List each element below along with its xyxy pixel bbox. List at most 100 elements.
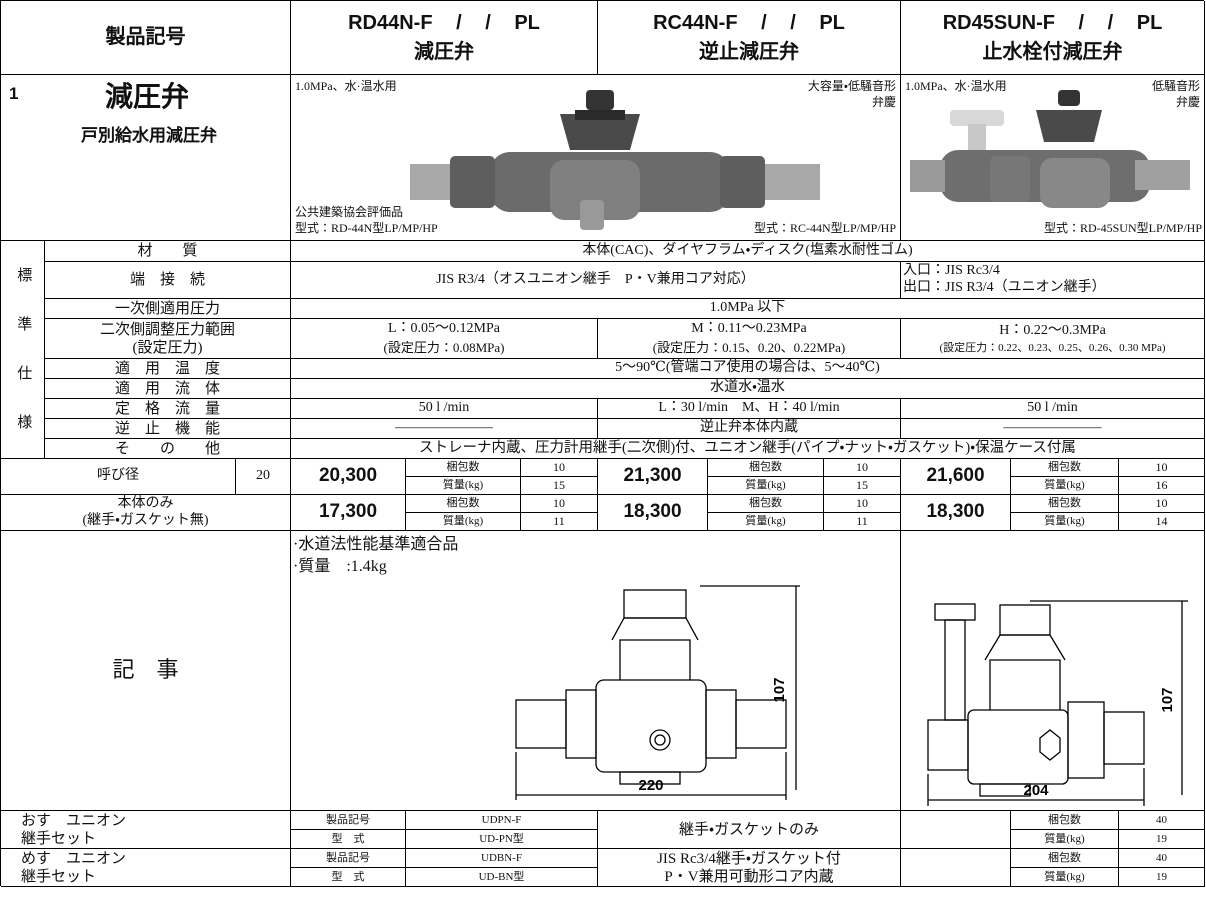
header-product: RC44N-F / / PL 逆止減圧弁 — [598, 1, 901, 75]
image-text: 1.0MPa、水·温水用 — [295, 79, 397, 93]
spec-value-text: H：0.22〜0.3MPa — [999, 322, 1106, 338]
notes-cell: ·水道法性能基準適合品 ·質量 :1.4kg — [291, 531, 901, 811]
header-product-text: 止水栓付減圧弁 — [982, 40, 1123, 63]
header-product-text: RD45SUN-F / / PL — [942, 11, 1163, 34]
spec-label-text: (設定圧力) — [132, 339, 203, 356]
spec-value: 5〜90℃(管端コア使用の場合は、5〜40℃) — [291, 359, 1205, 379]
price-text: 20,300 — [318, 465, 378, 487]
spec-value: L：30 l/min M、H：40 l/min — [598, 399, 901, 419]
spec-value: M：0.11〜0.23MPa (設定圧力：0.15、0.20、0.22MPa) — [598, 319, 901, 359]
header-label: 製品記号 — [1, 1, 291, 75]
union-field-value-text: 40 — [1156, 813, 1167, 826]
union-field-value-text: UD-PN型 — [479, 832, 524, 845]
spec-label: 材 質 — [45, 241, 291, 262]
spec-value-text: L：30 l/min M、H：40 l/min — [658, 400, 840, 416]
pack-value-text: 10 — [1155, 459, 1168, 474]
union-field-value-text: 40 — [1156, 851, 1167, 864]
union-field-value-text: UDBN-F — [481, 851, 522, 864]
union-field-value-text: 19 — [1156, 832, 1167, 845]
image-cell: 1.0MPa、水·温水用 公共建築協会評価品型式：RD-44N型LP/MP/HP 大… — [291, 75, 901, 241]
pack-label-text: 梱包数 — [446, 461, 480, 474]
spec-label: 端 接 続 — [45, 262, 291, 299]
price: 20,300 — [291, 459, 406, 495]
notes-cell — [901, 531, 1205, 811]
union-field-value-text: UD-BN型 — [478, 870, 525, 883]
spec-value-text: (設定圧力：0.22、0.23、0.25、0.26、0.30 MPa) — [939, 341, 1166, 354]
nominal-size-text: 20 — [256, 468, 270, 484]
union-field-label-text: 質量(kg) — [1044, 870, 1085, 883]
mass-value: 11 — [521, 513, 598, 531]
section-number: 1 — [9, 84, 19, 103]
mass-value: 16 — [1119, 477, 1205, 495]
spec-table: 製品記号 RD44N-F / / PL 減圧弁 RC44N-F / / PL 逆止減圧弁… — [0, 0, 1205, 887]
spec-value-text: (設定圧力：0.08MPa) — [383, 340, 505, 356]
spec-value: 入口：JIS Rc3/4 出口：JIS R3/4（ユニオン継手） — [901, 262, 1205, 299]
pack-value-text: 10 — [856, 459, 868, 474]
spec-value-text: 50 l /min — [1027, 400, 1078, 416]
spec-value: ――――――― — [901, 419, 1205, 439]
price-label-text: 呼び径 — [97, 468, 139, 484]
image-text: 型式：RD-44N型LP/MP/HP — [295, 221, 438, 235]
union-field-value-text: 19 — [1156, 870, 1167, 883]
header-product: RD44N-F / / PL 減圧弁 — [291, 1, 598, 75]
spec-value: 水道水・温水 — [291, 379, 1205, 399]
spec-group-label-text: 標準仕様 — [15, 266, 32, 463]
union-field-label: 製品記号 — [291, 811, 406, 830]
spec-value-text: ――――――― — [1003, 420, 1102, 436]
section-subtitle: 戸別給水用減圧弁 — [81, 126, 217, 145]
pack-label: 梱包数 — [406, 459, 521, 477]
spec-value: ストレーナ内蔵、圧力計用継手(二次側)付、ユニオン継手(パイプ・ナット・ガスケッ… — [291, 439, 1205, 459]
union-field-value: UDPN-F — [406, 811, 598, 830]
spec-value-text: (設定圧力：0.15、0.20、0.22MPa) — [652, 340, 846, 356]
mass-label: 質量(kg) — [708, 513, 824, 531]
pack-value: 10 — [824, 459, 901, 477]
spec-label: 適 用 流 体 — [45, 379, 291, 399]
union-field-label: 型 式 — [291, 868, 406, 887]
spec-value-text: ストレーナ内蔵、圧力計用継手(二次側)付、ユニオン継手(パイプ・ナット・ガスケッ… — [419, 440, 1076, 457]
mass-value-text: 16 — [1155, 477, 1168, 492]
spec-value-text: 1.0MPa 以下 — [709, 300, 786, 316]
pack-label-text: 梱包数 — [1048, 461, 1081, 474]
union-field-value: UDBN-F — [406, 849, 598, 868]
spec-value: 1.0MPa 以下 — [291, 299, 1205, 319]
spec-value-text: JIS R3/4（オスユニオン継手 P・V兼用コア対応） — [436, 271, 755, 287]
pack-value-text: 10 — [856, 495, 868, 510]
spec-group-label: 標準仕様 — [1, 241, 45, 463]
note-line: ·水道法性能基準適合品 — [293, 536, 459, 553]
price: 17,300 — [291, 495, 406, 531]
pack-value: 10 — [521, 459, 598, 477]
pack-label-text: 梱包数 — [1048, 497, 1081, 510]
spec-value-text: L：0.05〜0.12MPa — [388, 321, 500, 337]
spec-value-text: 逆止弁本体内蔵 — [700, 420, 798, 436]
spec-value-text: 入口：JIS Rc3/4 — [903, 263, 1000, 279]
union-note-text: JIS Rc3/4継手・ガスケット付 — [657, 850, 841, 867]
mass-label-text: 質量(kg) — [1044, 515, 1085, 528]
section-title: 減圧弁 — [105, 81, 190, 112]
price-text: 18,300 — [926, 501, 985, 523]
union-empty — [901, 811, 1011, 849]
union-field-label-text: 型 式 — [331, 870, 365, 883]
price-text: 21,600 — [926, 465, 985, 487]
image-text: 型式：RD-45SUN型LP/MP/HP — [1043, 221, 1202, 235]
image-text: 低騒音形 — [1151, 79, 1200, 93]
union-field-label: 型 式 — [291, 830, 406, 849]
union-label: おす ユニオン 継手セット — [1, 811, 291, 849]
mass-value-text: 11 — [856, 513, 868, 528]
union-field-label-text: 製品記号 — [326, 851, 370, 864]
spec-label-text: 材 質 — [137, 243, 198, 259]
image-text: 大容量・低騒音形 — [807, 79, 896, 93]
pack-label: 梱包数 — [1011, 459, 1119, 477]
image-text: 公共建築協会評価品 — [295, 205, 404, 219]
mass-value-text: 14 — [1155, 513, 1168, 528]
spec-label-text: 適 用 温 度 — [114, 360, 220, 377]
header-product-text: 減圧弁 — [414, 40, 474, 63]
pack-label: 梱包数 — [708, 495, 824, 513]
header-product-text: RD44N-F / / PL — [348, 11, 540, 34]
spec-value: L：0.05〜0.12MPa (設定圧力：0.08MPa) — [291, 319, 598, 359]
union-field-label: 質量(kg) — [1011, 868, 1119, 887]
spec-label-text: 定 格 流 量 — [114, 400, 220, 417]
price-text: 17,300 — [318, 501, 378, 523]
spec-value-text: M：0.11〜0.23MPa — [691, 321, 807, 337]
price: 21,300 — [598, 459, 708, 495]
mass-label: 質量(kg) — [1011, 513, 1119, 531]
